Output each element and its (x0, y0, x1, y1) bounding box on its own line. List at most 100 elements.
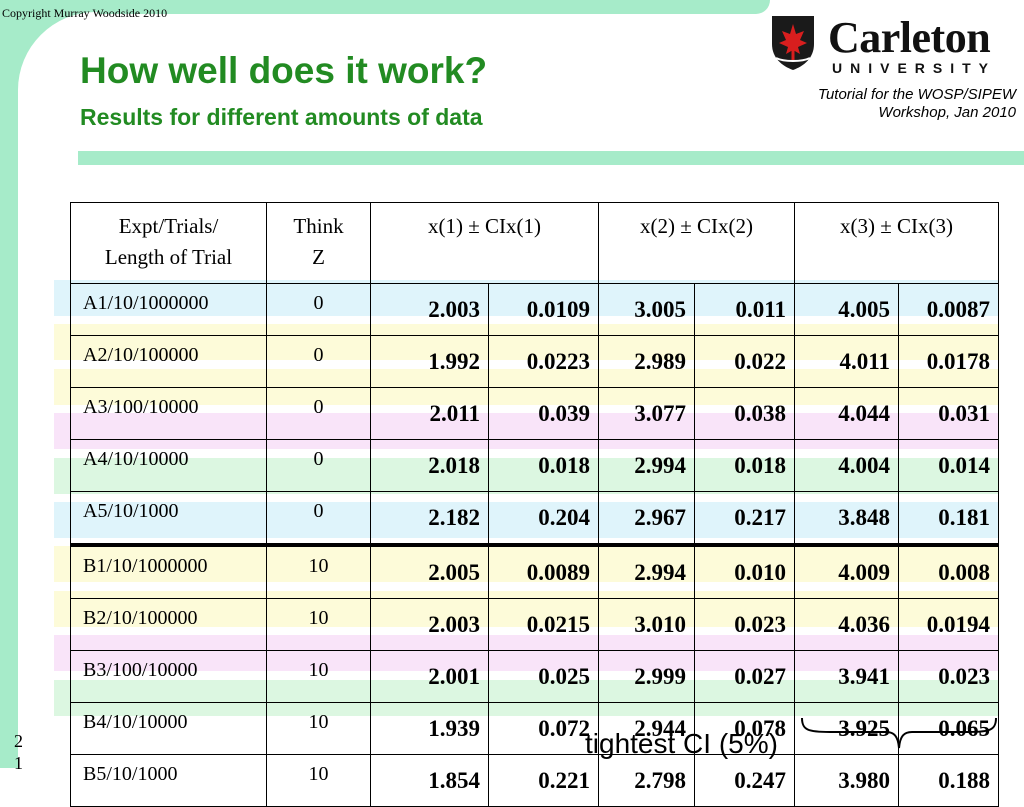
value-x2: 2.798 (598, 754, 695, 807)
row-label: A5/10/1000 (70, 491, 267, 547)
value-x2: 3.077 (598, 387, 695, 440)
value-ci3: 0.008 (898, 544, 999, 599)
row-think: 0 (266, 387, 371, 440)
value-ci2: 0.027 (694, 650, 795, 703)
logo-subname: UNIVERSITY (832, 60, 997, 76)
header-think: Think Z (266, 202, 371, 284)
table-row: A4/10/10000 0 2.018 0.018 2.994 0.018 4.004 0.0… (70, 439, 999, 492)
curly-bracket-icon (801, 717, 997, 749)
header-x1: x(1) ± CIx(1) (370, 202, 599, 284)
value-x2: 2.994 (598, 544, 695, 599)
value-ci3: 0.188 (898, 754, 999, 807)
results-table: Expt/Trials/ Length of Trial Think Z x(1… (70, 202, 999, 807)
table-row: A2/10/100000 0 1.992 0.0223 2.989 0.022 4.011 0… (70, 335, 999, 388)
table-row: A5/10/1000 0 2.182 0.204 2.967 0.217 3.848 0.18… (70, 491, 999, 547)
value-x3: 4.005 (794, 283, 899, 336)
table-header-row: Expt/Trials/ Length of Trial Think Z x(1… (70, 202, 999, 284)
row-think: 0 (266, 439, 371, 492)
value-ci1: 0.0223 (488, 335, 599, 388)
value-x1: 2.182 (370, 491, 489, 547)
row-label: B2/10/100000 (70, 598, 267, 651)
value-ci1: 0.221 (488, 754, 599, 807)
value-ci2: 0.018 (694, 439, 795, 492)
row-think: 10 (266, 598, 371, 651)
table-row: A3/100/10000 0 2.011 0.039 3.077 0.038 4.044 0.… (70, 387, 999, 440)
header-expt-line-2: Length of Trial (104, 245, 233, 269)
value-x3: 3.848 (794, 491, 899, 547)
value-x3: 4.044 (794, 387, 899, 440)
value-ci2: 0.022 (694, 335, 795, 388)
value-ci2: 0.023 (694, 598, 795, 651)
value-x1: 2.003 (370, 283, 489, 336)
value-x3: 4.009 (794, 544, 899, 599)
value-ci3: 0.0178 (898, 335, 999, 388)
value-x1: 2.005 (370, 544, 489, 599)
value-x2: 3.010 (598, 598, 695, 651)
row-think: 0 (266, 491, 371, 547)
value-x2: 2.989 (598, 335, 695, 388)
tutorial-line-2: Workshop, Jan 2010 (878, 104, 1016, 121)
value-x1: 2.003 (370, 598, 489, 651)
value-x1: 2.001 (370, 650, 489, 703)
value-ci1: 0.018 (488, 439, 599, 492)
value-ci1: 0.0215 (488, 598, 599, 651)
header-think-line-1: Think (293, 214, 344, 238)
value-ci1: 0.039 (488, 387, 599, 440)
row-think: 10 (266, 702, 371, 755)
value-x3: 4.036 (794, 598, 899, 651)
carleton-logo: Carleton UNIVERSITY (770, 12, 1006, 78)
value-ci2: 0.217 (694, 491, 795, 547)
header-expt: Expt/Trials/ Length of Trial (70, 202, 267, 284)
row-label: B5/10/1000 (70, 754, 267, 807)
header-think-line-2: Z (312, 245, 325, 269)
value-x1: 2.011 (370, 387, 489, 440)
value-ci3: 0.0194 (898, 598, 999, 651)
value-ci3: 0.014 (898, 439, 999, 492)
row-think: 10 (266, 754, 371, 807)
value-x3: 4.011 (794, 335, 899, 388)
value-ci1: 0.0109 (488, 283, 599, 336)
page-number: 21 (14, 731, 23, 773)
frame-notch (18, 140, 78, 176)
value-x1: 2.018 (370, 439, 489, 492)
row-label: A2/10/100000 (70, 335, 267, 388)
value-x3: 3.925 (794, 702, 899, 755)
value-ci2: 0.011 (694, 283, 795, 336)
header-expt-line-1: Expt/Trials/ (118, 214, 219, 238)
slide-subtitle: Results for different amounts of data (80, 104, 483, 130)
logo-name: Carleton (828, 13, 991, 62)
value-x1: 1.939 (370, 702, 489, 755)
shield-icon (772, 16, 814, 70)
table-row: B3/100/10000 10 2.001 0.025 2.999 0.027 3.941 0… (70, 650, 999, 703)
value-x3: 3.980 (794, 754, 899, 807)
row-label: A3/100/10000 (70, 387, 267, 440)
row-label: B4/10/10000 (70, 702, 267, 755)
value-x2: 2.944 (598, 702, 695, 755)
table-row: A1/10/1000000 0 2.003 0.0109 3.005 0.011 4.005… (70, 283, 999, 336)
results-table-container: Expt/Trials/ Length of Trial Think Z x(1… (54, 202, 999, 807)
value-x2: 2.967 (598, 491, 695, 547)
row-think: 10 (266, 544, 371, 599)
table-row: B1/10/1000000 10 2.005 0.0089 2.994 0.010 4.00… (70, 544, 999, 599)
row-label: A1/10/1000000 (70, 283, 267, 336)
table-row: B4/10/10000 10 1.939 0.072 2.944 0.078 3.925 0.… (70, 702, 999, 755)
slide-title: How well does it work? (80, 50, 488, 91)
value-ci2: 0.038 (694, 387, 795, 440)
value-x1: 1.992 (370, 335, 489, 388)
header-x2: x(2) ± CIx(2) (598, 202, 795, 284)
value-x2: 3.005 (598, 283, 695, 336)
header-x3: x(3) ± CIx(3) (794, 202, 999, 284)
value-ci3: 0.0087 (898, 283, 999, 336)
row-label: A4/10/10000 (70, 439, 267, 492)
tutorial-note: Tutorial for the WOSP/SIPEW Workshop, Ja… (756, 86, 1016, 122)
caption-tightest-ci: tightest CI (5%) (585, 728, 778, 759)
value-ci1: 0.072 (488, 702, 599, 755)
row-think: 0 (266, 335, 371, 388)
value-ci1: 0.0089 (488, 544, 599, 599)
frame-top-decoration (0, 0, 770, 14)
value-ci2: 0.247 (694, 754, 795, 807)
value-x2: 2.999 (598, 650, 695, 703)
frame-divider-bar (48, 151, 1024, 165)
row-label: B3/100/10000 (70, 650, 267, 703)
table-row: B5/10/1000 10 1.854 0.221 2.798 0.247 3.980 0.1… (70, 754, 999, 807)
